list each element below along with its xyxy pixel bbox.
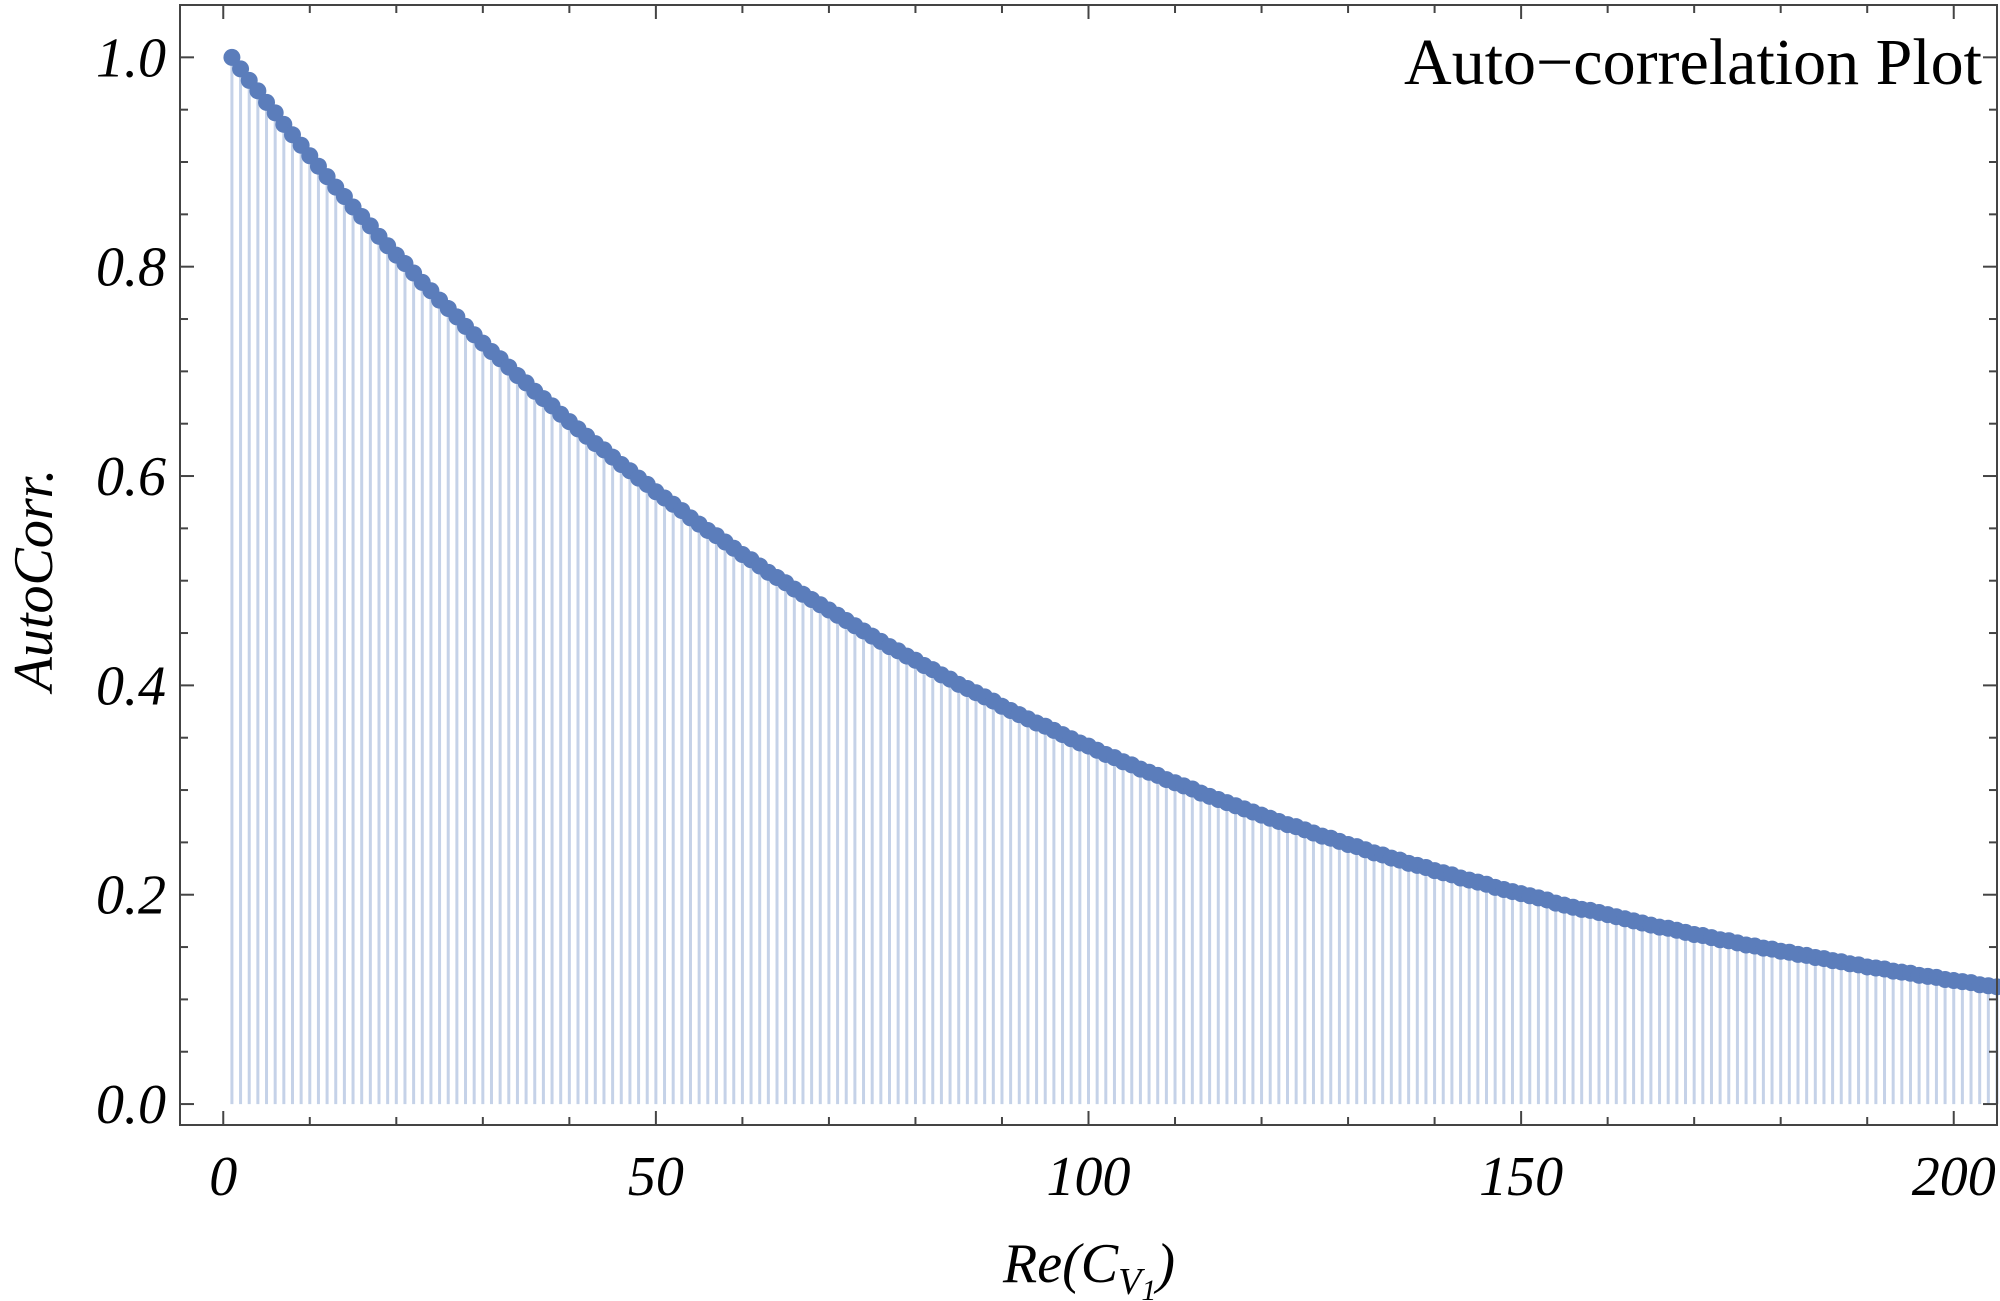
ticks-layer xyxy=(180,5,1997,1125)
y-tick-label: 0.8 xyxy=(96,237,166,299)
y-tick-label: 0.6 xyxy=(96,446,166,508)
x-tick-label: 0 xyxy=(209,1146,237,1208)
y-tick-label: 0.2 xyxy=(96,865,166,927)
x-axis-label: Re(CV1) xyxy=(1002,1233,1175,1301)
y-tick-label: 0.0 xyxy=(96,1074,166,1136)
tick-labels-layer: 0 50 100 150 200 0.0 0.2 0.4 0.6 0.8 1.0 xyxy=(96,27,1996,1208)
y-tick-label: 1.0 xyxy=(96,27,166,89)
x-tick-label: 150 xyxy=(1479,1146,1563,1208)
chart-title: Auto−correlation Plot xyxy=(1404,26,1982,99)
stems-layer xyxy=(230,57,1999,1105)
x-tick-label: 100 xyxy=(1047,1146,1131,1208)
x-tick-label: 200 xyxy=(1912,1146,1996,1208)
x-axis-label-main: Re(C xyxy=(1002,1233,1119,1295)
x-axis-label-subsub: 1 xyxy=(1141,1274,1156,1301)
points-layer xyxy=(223,48,2000,996)
y-axis-label: AutoCorr. xyxy=(3,469,65,696)
x-axis-label-sub: V xyxy=(1118,1261,1145,1301)
x-axis-label-close: ) xyxy=(1153,1233,1175,1295)
x-tick-label: 50 xyxy=(628,1146,684,1208)
y-tick-label: 0.4 xyxy=(96,655,166,717)
